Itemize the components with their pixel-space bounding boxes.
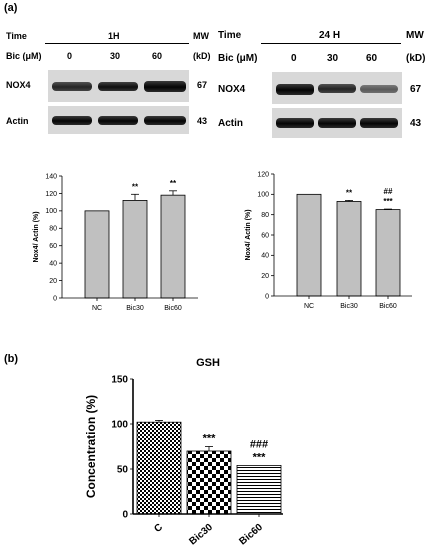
y-tick-label: 40 (261, 253, 269, 260)
bar (375, 209, 401, 297)
panel-b-label: (b) (4, 353, 19, 365)
bar (84, 210, 110, 299)
x-tick-label: NC (92, 305, 102, 312)
x-tick-label: NC (304, 303, 314, 310)
nox4-24h-bar-chart: NC ** Bic30 ***## Bic60 0 20 40 60 80 100 120 Nox4/ … (245, 171, 412, 310)
time-label: Time (218, 30, 242, 41)
x-tick-label: Bic30 (187, 522, 215, 548)
y-tick-label: 0 (265, 293, 269, 300)
y-tick-label: 80 (49, 226, 57, 233)
protein-label: NOX4 (6, 80, 31, 90)
y-tick-label: 20 (49, 278, 57, 285)
x-tick-label: C (152, 522, 165, 535)
y-tick-label: 100 (111, 419, 128, 430)
blot-band (318, 118, 356, 128)
bar (136, 421, 182, 515)
x-tick-label: Bic30 (126, 305, 144, 312)
bic-label: Bic (μM) (218, 53, 258, 64)
dose-label: 60 (152, 51, 163, 61)
bar (122, 200, 148, 299)
y-tick-label: 40 (49, 260, 57, 267)
blot-band (144, 81, 186, 92)
y-tick-label: 120 (45, 191, 57, 198)
mw-value: 43 (197, 116, 208, 126)
y-tick-label: 0 (53, 295, 57, 302)
y-tick-label: 60 (49, 243, 57, 250)
y-tick-label: 120 (257, 171, 269, 178)
blot-band (52, 116, 92, 125)
blot-band (276, 118, 314, 128)
protein-label: NOX4 (218, 84, 246, 95)
x-tick-label: Bic60 (164, 305, 182, 312)
y-tick-label: 80 (261, 212, 269, 219)
blot-left: Time 1H MW Bic (μM) 0 30 60 (kD) NOX4 67… (0, 0, 214, 150)
dose-label: 30 (327, 53, 339, 64)
x-tick-label: Bic30 (340, 303, 358, 310)
time-value: 24 H (319, 30, 341, 41)
bar (336, 201, 362, 297)
bar (236, 465, 282, 515)
mw-value: 43 (410, 118, 422, 129)
dose-label: 0 (291, 53, 297, 64)
y-axis-label: Nox4/ Actin (%) (33, 211, 40, 262)
blot-band (144, 116, 186, 125)
blot-band (52, 82, 92, 91)
blot-strip (48, 106, 189, 134)
mw-value: 67 (410, 84, 422, 95)
blot-strip (272, 108, 402, 138)
significance-label: ### (250, 438, 268, 450)
significance-label: ## (384, 187, 393, 196)
y-tick-label: 140 (45, 173, 57, 180)
blot-strip (272, 72, 402, 104)
dose-label: 60 (366, 53, 378, 64)
blot-band (360, 85, 398, 93)
significance-label: *** (383, 197, 393, 206)
time-value: 1H (108, 31, 120, 41)
y-tick-label: 100 (257, 192, 269, 199)
protein-label: Actin (6, 116, 29, 126)
gsh-bar-chart: GSHC***Bic30***###Bic60050100150Concentr… (84, 357, 283, 548)
y-tick-label: 100 (45, 208, 57, 215)
protein-label: Actin (218, 118, 243, 129)
bar (296, 193, 322, 297)
y-tick-label: 0 (122, 509, 128, 520)
kd-label: (kD) (193, 51, 211, 61)
blot-band (318, 84, 356, 93)
time-separator (261, 43, 401, 44)
mw-label: MW (193, 31, 209, 41)
mw-value: 67 (197, 80, 208, 90)
significance-label: ** (346, 188, 353, 197)
y-axis-label: Concentration (%) (84, 395, 98, 498)
significance-label: *** (203, 433, 217, 445)
y-tick-label: 60 (261, 232, 269, 239)
significance-label: ** (132, 182, 139, 191)
significance-label: ** (170, 179, 177, 188)
blot-band (98, 116, 138, 125)
blot-band (276, 84, 314, 95)
y-tick-label: 150 (111, 374, 128, 385)
panel-a-label: (a) (4, 2, 18, 14)
bar (160, 194, 186, 299)
chart-title: GSH (196, 357, 220, 369)
x-tick-label: Bic60 (237, 522, 265, 548)
blot-band (360, 118, 398, 128)
kd-label: (kD) (406, 53, 426, 64)
mw-label: MW (406, 30, 424, 41)
significance-label: *** (253, 451, 267, 463)
blot-strip (48, 70, 189, 102)
x-tick-label: Bic60 (379, 303, 397, 310)
bar (186, 450, 232, 515)
bic-label: Bic (μM) (6, 51, 42, 61)
dose-label: 30 (110, 51, 121, 61)
blot-right: Time 24 H MW Bic (μM) 0 30 60 (kD) NOX4 … (214, 0, 428, 150)
y-axis-label: Nox4/ Actin (%) (245, 209, 252, 260)
time-label: Time (6, 31, 27, 41)
y-tick-label: 20 (261, 273, 269, 280)
nox4-1h-bar-chart: NC ** Bic30 ** Bic60 0 20 40 60 80 100 120 140 Nox4/ … (33, 173, 198, 312)
dose-label: 0 (67, 51, 73, 61)
time-separator (45, 43, 189, 44)
blot-band (98, 82, 138, 91)
y-tick-label: 50 (117, 464, 129, 475)
